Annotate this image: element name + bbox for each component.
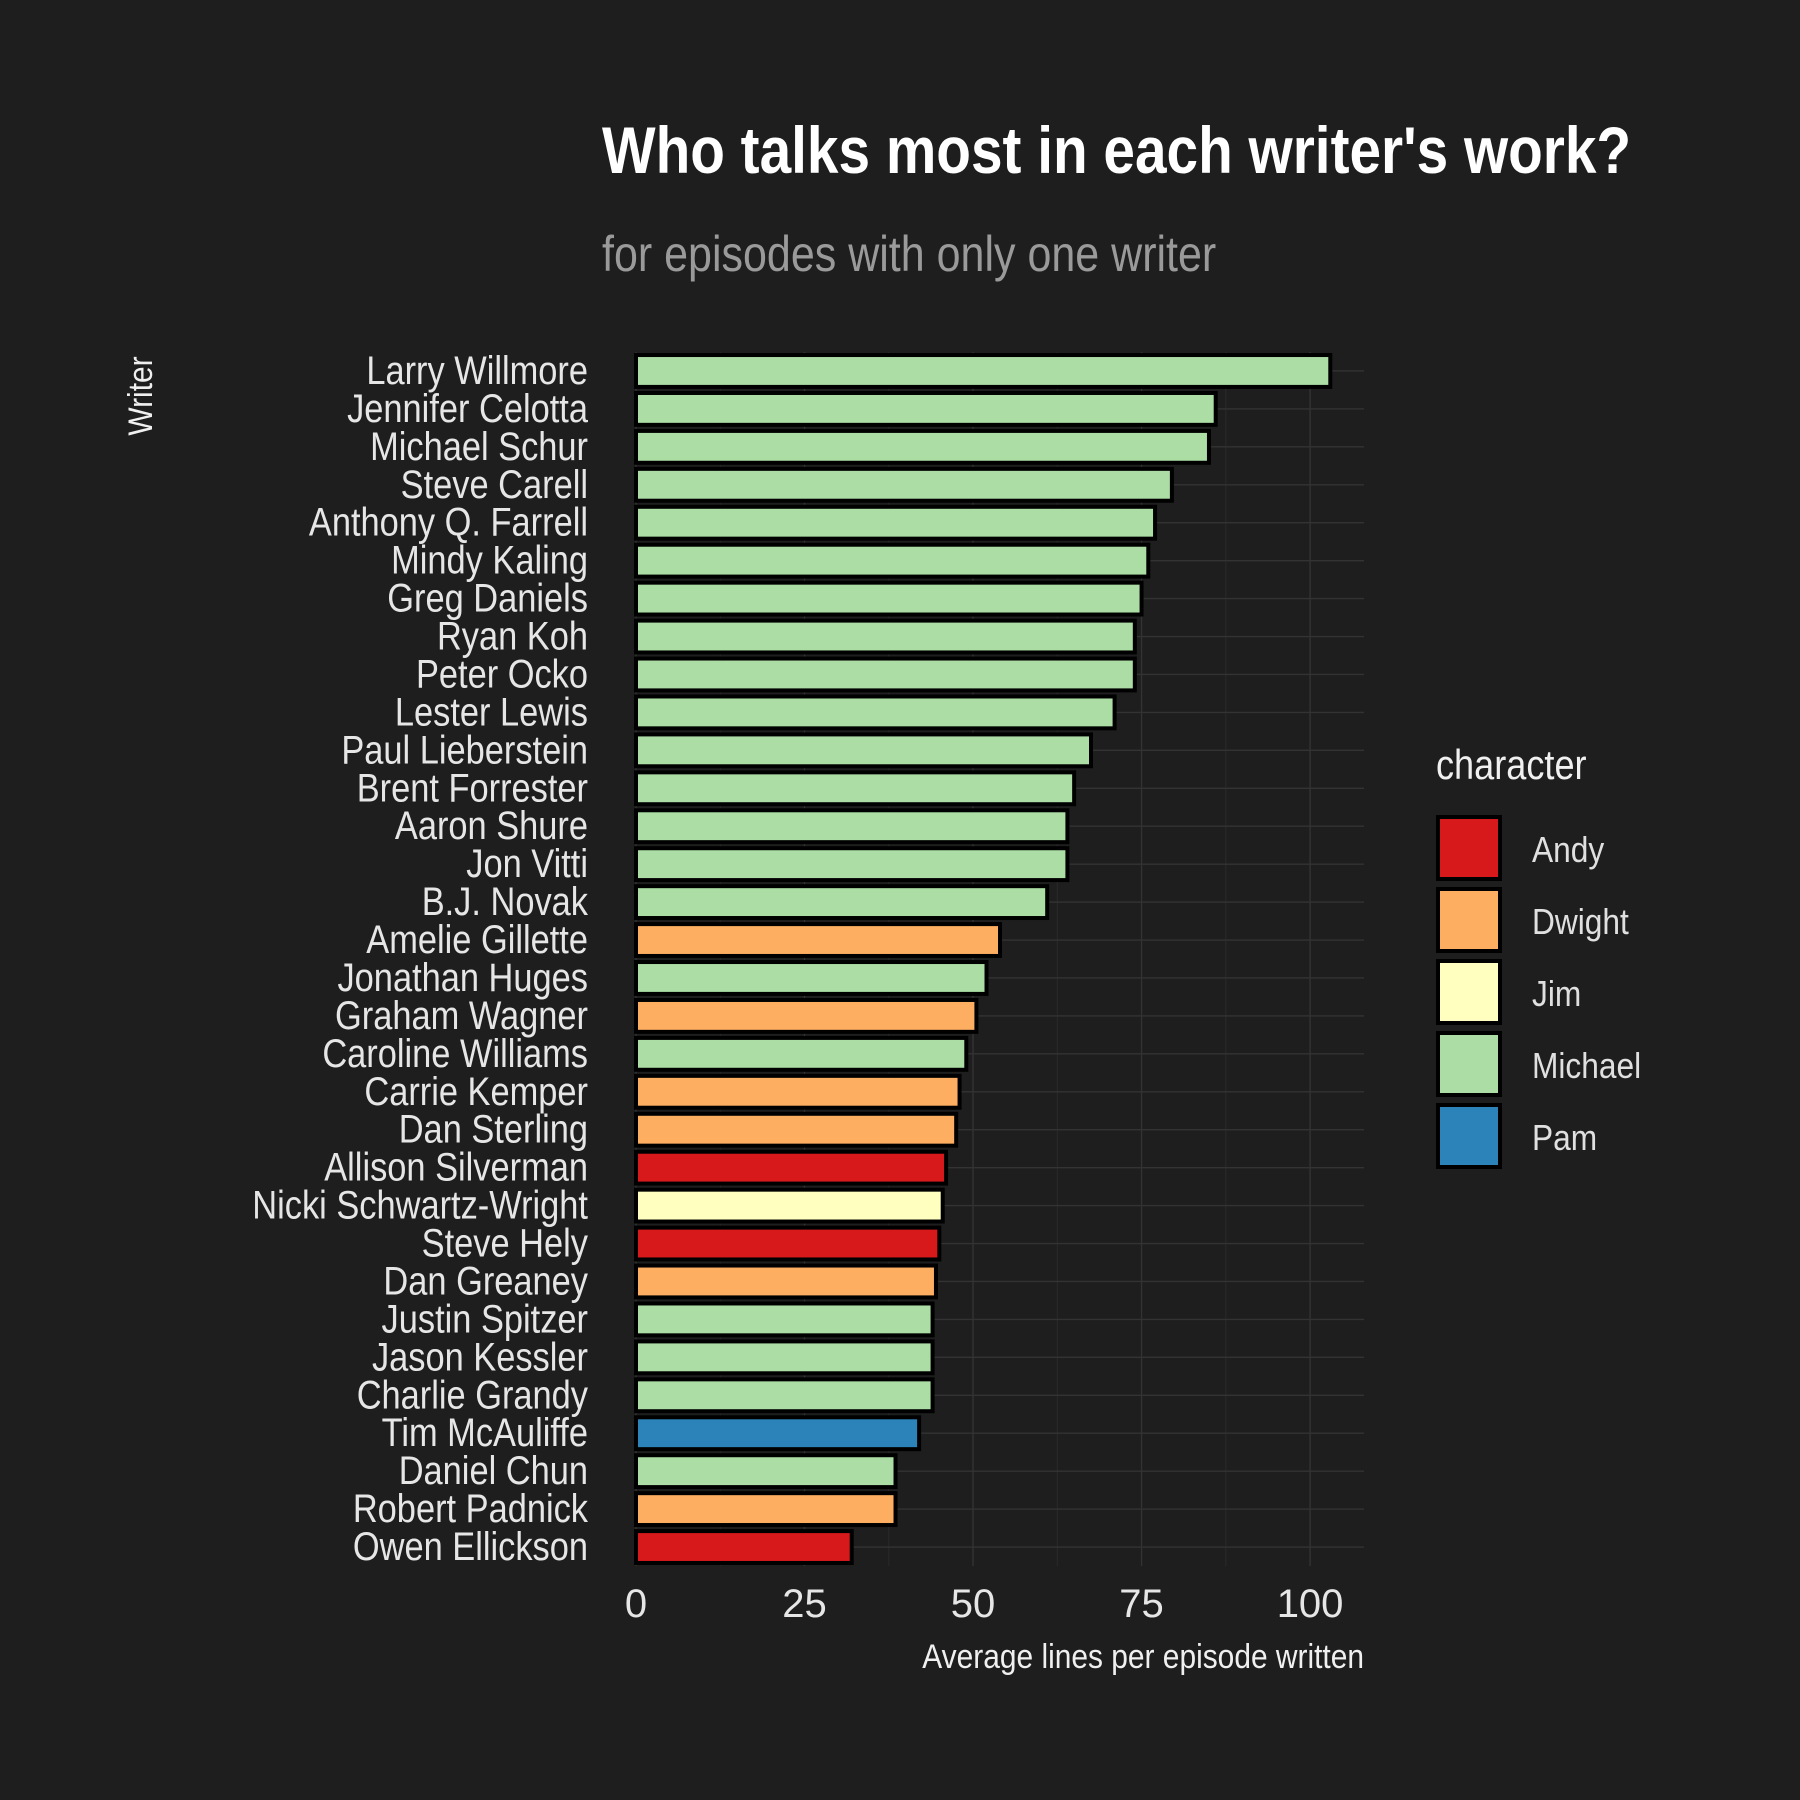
x-tick-label: 50 [951, 1582, 996, 1626]
y-tick-label: Carrie Kemper [364, 1068, 588, 1113]
chart-subtitle: for episodes with only one writer [602, 226, 1217, 282]
bar [634, 846, 1070, 883]
legend: Andy Dwight Jim Michael Pam [1436, 815, 1696, 1175]
bar [634, 1415, 922, 1452]
y-tick-label: Owen Ellickson [353, 1524, 588, 1569]
bar [634, 694, 1117, 731]
bar [634, 1529, 854, 1565]
bar [634, 1111, 959, 1148]
bar [634, 466, 1174, 503]
x-tick-label: 25 [782, 1582, 827, 1626]
bar [634, 428, 1211, 465]
y-tick-label: Jonathan Huges [337, 955, 588, 1000]
bar [634, 390, 1218, 427]
y-tick-label: Anthony Q. Farrell [309, 499, 588, 544]
legend-swatch [1436, 815, 1502, 881]
bar [634, 1035, 969, 1072]
y-tick-label: Greg Daniels [387, 575, 588, 620]
y-tick-label: Charlie Grandy [357, 1372, 589, 1417]
bar [634, 732, 1093, 769]
bar [634, 884, 1050, 921]
y-tick-label: Daniel Chun [399, 1448, 588, 1493]
bar [634, 1339, 935, 1376]
bar [634, 580, 1144, 617]
legend-swatch [1436, 1031, 1502, 1097]
bar [634, 1453, 898, 1490]
bar [634, 1377, 935, 1414]
bar [634, 808, 1070, 845]
x-tick-label: 0 [625, 1582, 647, 1626]
legend-item-michael: Michael [1436, 1031, 1696, 1103]
y-tick-label: Jennifer Celotta [347, 385, 588, 430]
y-tick-label: Ryan Koh [437, 613, 588, 658]
chart-title: Who talks most in each writer's work? [602, 113, 1632, 187]
y-tick-label: Lester Lewis [395, 689, 588, 734]
bar [634, 960, 989, 996]
bar [634, 770, 1077, 807]
x-tick-label: 75 [1119, 1582, 1164, 1626]
y-tick-label: Aaron Shure [395, 803, 588, 848]
bars [634, 353, 1333, 1565]
x-tick-label: 100 [1277, 1582, 1344, 1626]
y-tick-label: Steve Carell [401, 461, 588, 506]
y-tick-label: Tim McAuliffe [382, 1410, 588, 1455]
bar [634, 618, 1137, 655]
y-tick-label: Jason Kessler [372, 1334, 588, 1379]
bar [634, 997, 979, 1034]
y-tick-label: Robert Padnick [353, 1486, 588, 1531]
bar [634, 1149, 949, 1186]
legend-label: Michael [1532, 1045, 1642, 1086]
y-tick-label: B.J. Novak [422, 879, 589, 924]
y-tick-label: Nicki Schwartz-Wright [252, 1182, 588, 1227]
legend-label: Pam [1532, 1117, 1598, 1158]
y-tick-label: Brent Forrester [357, 765, 588, 810]
bar [634, 504, 1158, 541]
legend-item-pam: Pam [1436, 1103, 1696, 1175]
y-tick-label: Mindy Kaling [391, 537, 588, 582]
y-tick-label: Peter Ocko [416, 651, 588, 696]
bar [634, 1225, 942, 1262]
y-tick-label: Justin Spitzer [382, 1296, 588, 1341]
y-tick-label: Graham Wagner [335, 992, 588, 1037]
y-tick-label: Allison Silverman [324, 1144, 588, 1189]
bar [634, 353, 1333, 389]
y-tick-label: Michael Schur [370, 423, 588, 468]
bar [634, 1073, 962, 1110]
bar [634, 1187, 945, 1224]
y-tick-label: Larry Willmore [366, 348, 588, 393]
y-tick-label: Paul Lieberstein [341, 727, 588, 772]
bar [634, 1491, 898, 1528]
bar [634, 542, 1151, 579]
legend-swatch [1436, 1103, 1502, 1169]
y-tick-label: Jon Vitti [466, 841, 588, 886]
legend-item-andy: Andy [1436, 815, 1696, 887]
x-tick-labels: 0 25 50 75 100 [625, 1582, 1344, 1626]
y-axis-title: Writer [121, 356, 159, 436]
y-tick-label: Dan Sterling [399, 1106, 588, 1151]
y-tick-label: Steve Hely [422, 1220, 589, 1265]
legend-title: character [1436, 741, 1587, 788]
legend-label: Andy [1532, 829, 1605, 870]
legend-label: Dwight [1532, 901, 1629, 942]
bar [634, 922, 1002, 958]
legend-item-dwight: Dwight [1436, 887, 1696, 959]
bar [634, 656, 1137, 693]
y-tick-label: Amelie Gillette [366, 917, 588, 962]
legend-item-jim: Jim [1436, 959, 1696, 1031]
legend-swatch [1436, 959, 1502, 1025]
legend-label: Jim [1532, 973, 1582, 1014]
bar [634, 1263, 938, 1300]
x-axis-title: Average lines per episode written [922, 1637, 1364, 1675]
legend-swatch [1436, 887, 1502, 953]
y-tick-label: Caroline Williams [322, 1030, 588, 1075]
bar [634, 1301, 935, 1338]
y-tick-label: Dan Greaney [383, 1258, 588, 1303]
